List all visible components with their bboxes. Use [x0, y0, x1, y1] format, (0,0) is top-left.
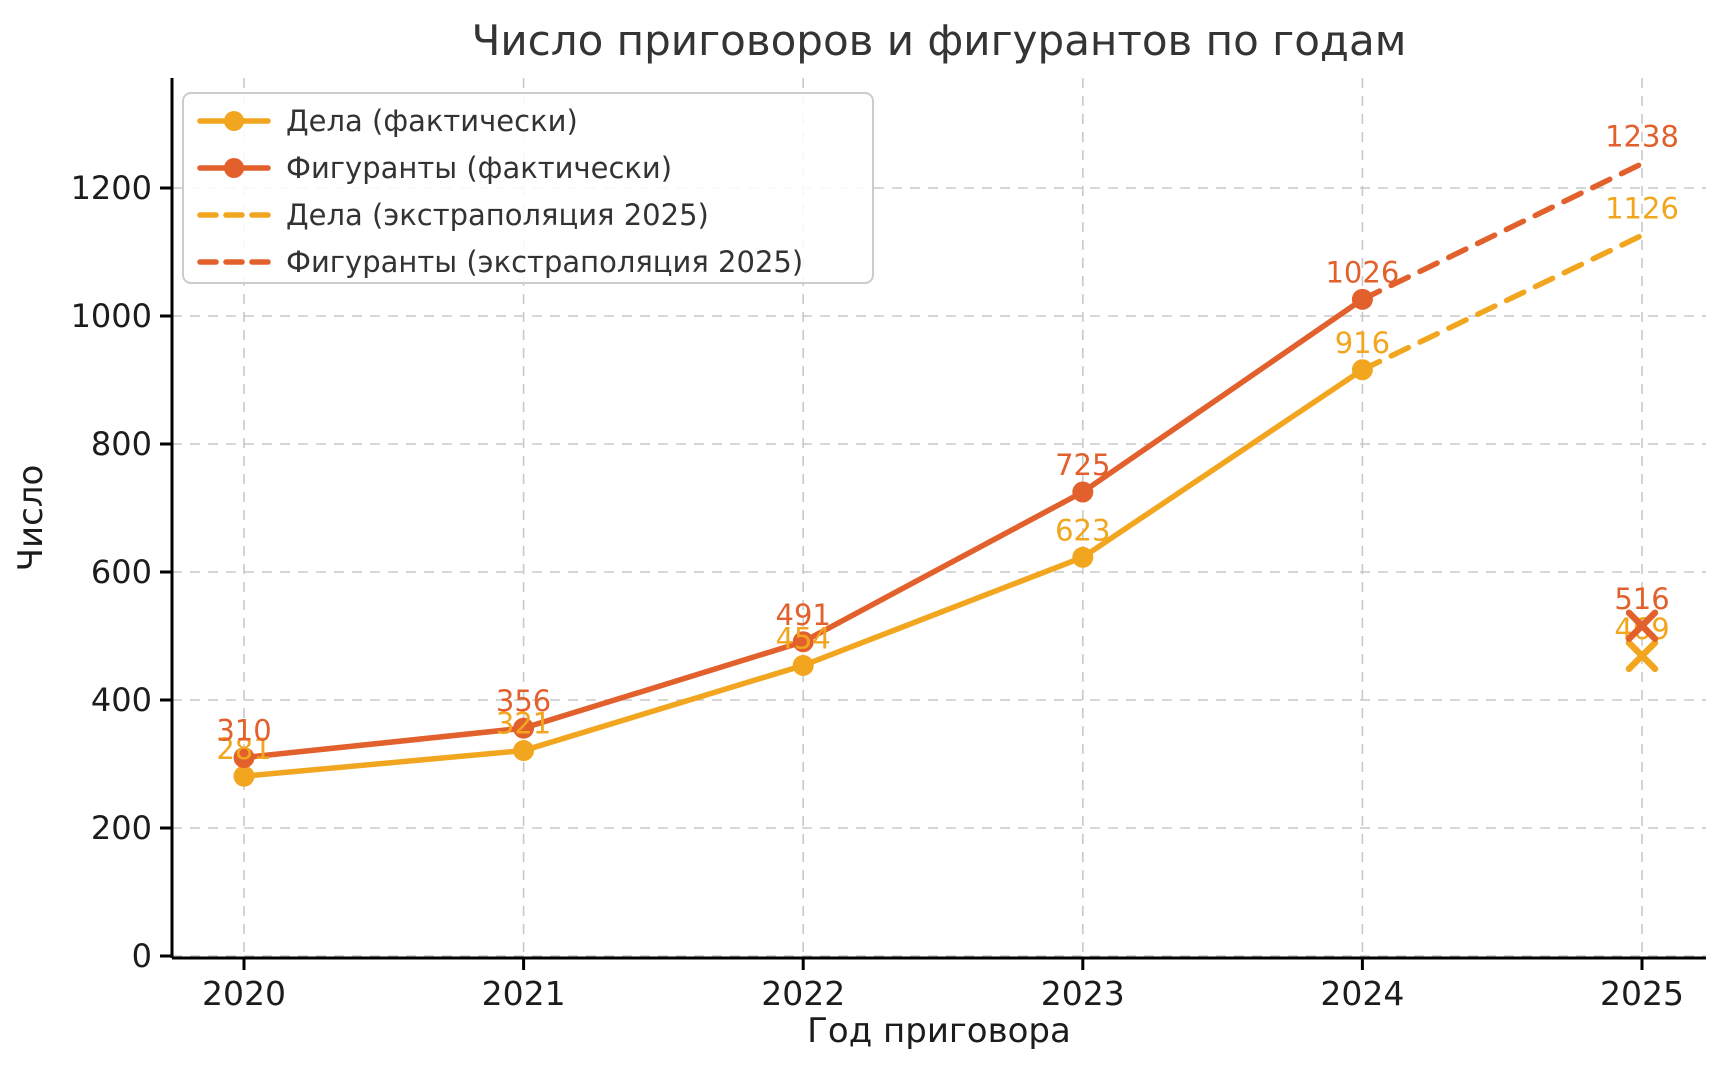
y-tick-label: 400 [91, 681, 152, 719]
chart-title: Число приговоров и фигурантов по годам [472, 16, 1407, 65]
x-tick-label: 2022 [761, 974, 845, 1013]
y-tick-label: 0 [132, 937, 152, 975]
figurants-actual-marker [792, 631, 814, 653]
cases-actual-value-label: 454 [776, 621, 831, 655]
x-tick-label: 2020 [202, 974, 286, 1013]
x-tick-label: 2025 [1600, 974, 1684, 1013]
y-tick-label: 1000 [71, 297, 152, 335]
cases-actual-value-label: 623 [1055, 513, 1110, 547]
y-tick-label: 800 [91, 425, 152, 463]
cases-extrapolation-line [1359, 232, 1645, 373]
figurants-actual-value-label: 491 [776, 598, 831, 632]
y-tick-label: 600 [91, 553, 152, 591]
figurants-actual-value-label: 1026 [1325, 255, 1399, 289]
y-axis-label: Число [11, 465, 51, 572]
cases-actual-marker [513, 740, 535, 762]
legend-box [182, 92, 874, 284]
x-tick-label: 2024 [1320, 974, 1404, 1013]
cases-actual-marker [1351, 359, 1373, 381]
figurants-actual-marker [513, 717, 535, 739]
cases-actual-marker [233, 765, 255, 787]
x-tick-label: 2023 [1041, 974, 1125, 1013]
figurants-actual-value-label: 725 [1055, 448, 1110, 482]
x-tick-label: 2021 [482, 974, 566, 1013]
cases-actual-value-label: 916 [1335, 326, 1390, 360]
y-tick-label: 1200 [71, 169, 152, 207]
figurants-actual-marker [1351, 288, 1373, 310]
figurants-actual-marker [1072, 481, 1094, 503]
legend-item-label: Фигуранты (экстраполяция 2025) [286, 245, 803, 279]
cases-actual-value-label: 281 [216, 732, 271, 766]
figurants-2025-partial-x-marker [1625, 609, 1659, 643]
cases-actual-marker [792, 654, 814, 676]
legend-marker-sample [224, 111, 244, 131]
x-axis-label: Год приговора [807, 1011, 1071, 1051]
legend-item-label: Дела (фактически) [286, 104, 578, 138]
cases-actual-value-label: 321 [496, 707, 551, 741]
legend-marker-sample [224, 158, 244, 178]
figurants-actual-value-label: 356 [496, 684, 551, 718]
cases-2025-partial-x-marker [1625, 639, 1659, 673]
legend-item-label: Дела (экстраполяция 2025) [286, 198, 709, 232]
figurants-extrapolation-value-label: 1238 [1605, 120, 1679, 154]
cases-extrapolation-value-label: 1126 [1605, 191, 1679, 225]
figurants-actual-marker [233, 747, 255, 769]
figurants-actual-value-label: 310 [216, 714, 271, 748]
figurants-extrapolation-line [1359, 160, 1645, 303]
cases-actual-marker [1072, 546, 1094, 568]
legend-item-label: Фигуранты (фактически) [286, 151, 672, 185]
y-tick-label: 200 [91, 809, 152, 847]
figurants-2025-partial-value-label: 516 [1614, 582, 1669, 616]
